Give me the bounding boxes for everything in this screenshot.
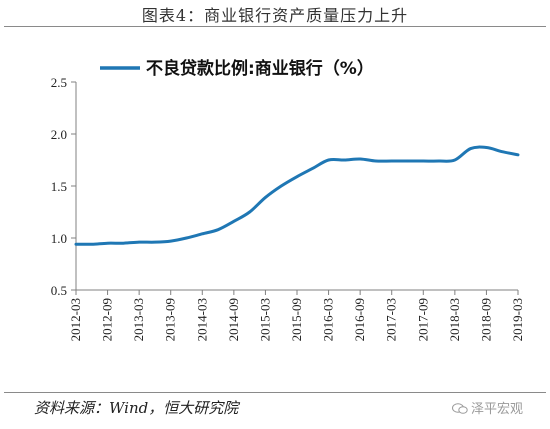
x-tick-label: 2012-09	[100, 298, 115, 341]
data-point-2016-03	[327, 158, 330, 162]
legend: 不良贷款比例:商业银行（%）	[100, 58, 374, 79]
data-point-2016-06	[343, 158, 346, 162]
x-tick-label: 2013-03	[131, 298, 146, 341]
source-divider	[4, 392, 546, 393]
x-tick-label: 2019-03	[510, 298, 525, 341]
data-point-2018-03	[453, 158, 457, 162]
data-point-2012-12	[122, 242, 125, 245]
x-tick-label: 2014-09	[226, 298, 241, 341]
y-tick-label: 2.5	[51, 75, 67, 90]
data-point-2012-03	[74, 243, 78, 246]
data-point-2012-09	[106, 242, 109, 245]
data-point-2014-06	[216, 228, 220, 231]
data-point-2018-06	[469, 147, 472, 150]
watermark-text: 泽平宏观	[471, 402, 524, 417]
data-point-2016-12	[374, 159, 378, 163]
x-tick-label: 2018-09	[478, 298, 493, 341]
x-tick-label: 2015-09	[289, 298, 304, 341]
data-point-2017-03	[390, 159, 393, 163]
data-point-2015-03	[264, 196, 267, 199]
data-point-2015-12	[311, 167, 314, 170]
data-point-2015-06	[280, 184, 283, 188]
x-tick-label: 2013-09	[163, 298, 178, 341]
data-point-2013-03	[137, 240, 141, 244]
data-point-2014-09	[232, 220, 236, 223]
watermark: 泽平宏观	[452, 398, 523, 417]
figure-title: 图表4：商业银行资产质量压力上升	[141, 6, 409, 25]
data-point-2019-03	[516, 153, 520, 156]
x-ticks: 2012-03 2012-09 2013-03 2013-09 2014-03 2014-…	[68, 290, 525, 341]
line-chart: 不良贷款比例:商业银行（%） 0.51.01.52.02.5 2012-03 20…	[51, 58, 525, 341]
data-point-2018-12	[501, 150, 504, 153]
x-tick-label: 2016-03	[321, 298, 336, 341]
x-tick-label: 2014-03	[194, 298, 209, 341]
data-point-2013-09	[169, 239, 172, 243]
y-tick-label: 1.0	[51, 231, 67, 246]
data-point-2016-09	[358, 157, 362, 161]
x-tick-label: 2012-03	[68, 298, 83, 341]
x-tick-label: 2015-03	[257, 298, 272, 341]
data-point-2017-12	[437, 159, 441, 163]
series-points	[74, 146, 520, 246]
x-tick-label: 2018-03	[447, 298, 462, 341]
data-point-2017-09	[422, 159, 425, 163]
y-tick-label: 0.5	[51, 283, 67, 298]
data-point-2014-03	[201, 232, 204, 236]
data-point-2017-06	[406, 159, 409, 163]
data-point-2012-06	[90, 243, 93, 246]
x-tick-label: 2016-09	[352, 298, 367, 341]
data-point-2013-12	[185, 236, 188, 240]
legend-label: 不良贷款比例:商业银行（%）	[146, 58, 374, 79]
data-point-2015-09	[295, 175, 299, 178]
wechat-icon	[452, 403, 468, 414]
data-point-2018-09	[485, 146, 488, 149]
series-line-npl-ratio	[74, 145, 520, 246]
x-tick-label: 2017-09	[415, 298, 430, 341]
y-ticks: 0.5 1.0 1.5 2.0 2.5	[51, 75, 76, 298]
data-point-2014-12	[248, 210, 251, 214]
y-tick-label: 2.0	[51, 127, 67, 142]
data-point-2013-06	[153, 240, 157, 244]
source-note: 资料来源：Wind，恒大研究院	[34, 399, 239, 417]
y-tick-label: 1.5	[51, 179, 67, 194]
title-divider	[4, 26, 546, 27]
x-tick-label: 2017-03	[384, 298, 399, 341]
